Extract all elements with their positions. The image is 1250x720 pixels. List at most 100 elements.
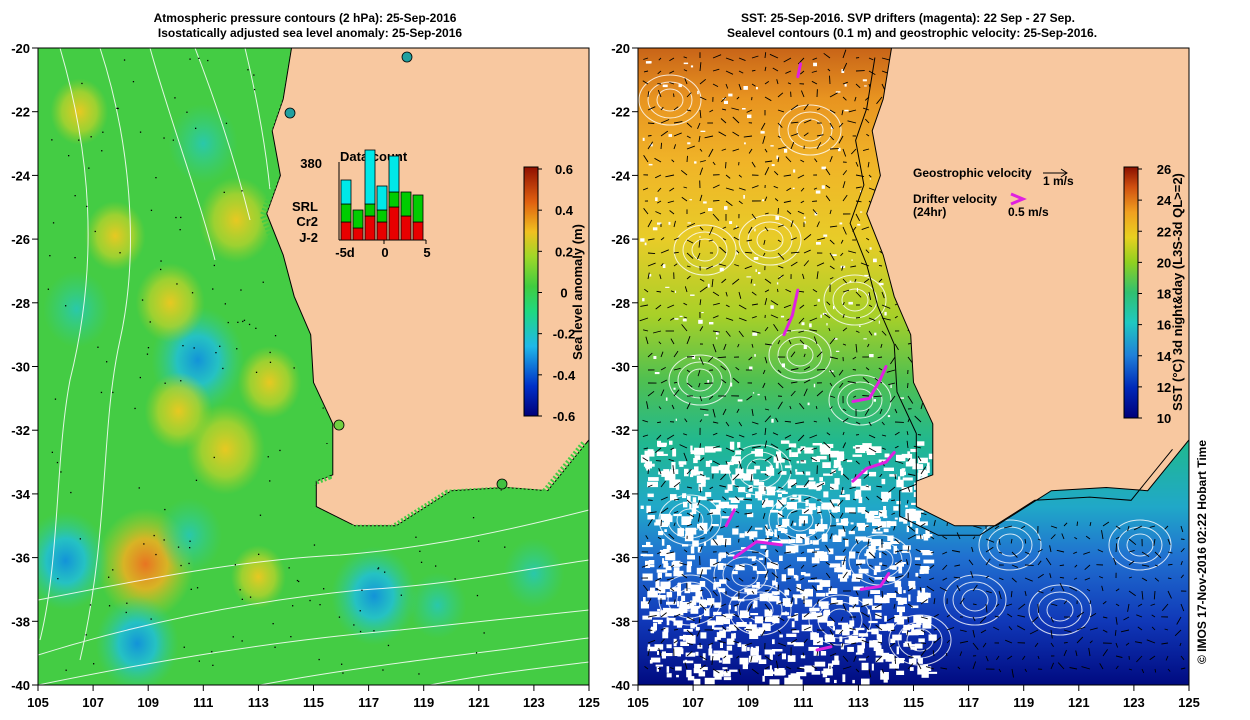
cloud-patch — [714, 602, 722, 608]
velocity-arrow — [699, 655, 707, 661]
sla-track-dot — [81, 82, 83, 85]
sla-anomaly-blob — [144, 372, 213, 451]
cloud-patch — [888, 654, 893, 662]
sealevel-contour — [866, 548, 894, 572]
velocity-arrow — [1115, 616, 1118, 625]
velocity-arrow — [751, 83, 756, 87]
velocity-arrow — [686, 155, 688, 163]
cloud-patch — [645, 61, 651, 64]
velocity-arrow — [972, 661, 977, 670]
velocity-arrow — [669, 187, 675, 192]
cloud-patch — [693, 458, 698, 464]
velocity-arrow — [1037, 573, 1044, 579]
cloud-patch — [848, 301, 853, 305]
cloud-patch — [726, 658, 729, 663]
velocity-arrow — [840, 616, 844, 622]
velocity-arrow — [1167, 668, 1171, 672]
cloud-patch — [808, 646, 820, 651]
velocity-arrow — [643, 447, 649, 450]
velocity-arrow — [852, 498, 857, 501]
cloud-patch — [881, 543, 886, 547]
velocity-arrow — [707, 512, 714, 515]
velocity-arrow — [673, 132, 682, 137]
velocity-arrow — [686, 629, 694, 637]
velocity-arrow — [894, 473, 897, 480]
cloud-patch — [726, 638, 735, 645]
velocity-arrow — [855, 83, 861, 89]
velocity-arrow — [998, 577, 1004, 581]
velocity-arrow — [803, 379, 811, 384]
velocity-arrow — [725, 330, 731, 337]
cloud-patch — [743, 473, 754, 481]
velocity-arrow — [894, 315, 898, 319]
cloud-patch — [645, 560, 650, 568]
sealevel-contour — [768, 494, 832, 546]
cloud-patch — [689, 533, 693, 538]
cloud-patch — [665, 573, 672, 577]
velocity-arrow — [1037, 549, 1043, 553]
velocity-arrow — [786, 187, 792, 192]
cloud-patch — [816, 524, 828, 530]
velocity-arrow — [1176, 616, 1182, 625]
velocity-arrow — [881, 551, 887, 556]
velocity-arrow — [699, 537, 705, 540]
cloud-patch — [846, 459, 853, 463]
velocity-arrow — [868, 564, 873, 567]
cloud-patch — [834, 478, 840, 485]
velocity-arrow — [932, 650, 935, 657]
velocity-arrow — [825, 168, 831, 176]
cloud-patch — [685, 636, 696, 644]
velocity-arrow — [790, 510, 798, 514]
velocity-arrow — [867, 161, 870, 168]
sealevel-contour — [731, 563, 759, 587]
cloud-patch — [820, 601, 829, 609]
velocity-arrow — [725, 57, 734, 62]
velocity-arrow — [764, 655, 772, 661]
cloud-patch — [789, 449, 792, 458]
sla-track-dot — [222, 367, 224, 370]
velocity-arrow — [1034, 642, 1039, 648]
cloud-patch — [672, 608, 684, 616]
cloud-patch — [838, 147, 841, 152]
velocity-arrow — [762, 135, 766, 144]
velocity-arrow — [751, 408, 754, 416]
sla-track-dot — [236, 348, 238, 350]
inset-bars — [340, 149, 424, 241]
cloud-patch — [839, 495, 847, 498]
cloud-patch — [690, 294, 695, 296]
velocity-arrow — [985, 655, 989, 662]
velocity-arrow — [842, 548, 846, 553]
velocity-arrow — [657, 421, 662, 424]
cloud-patch — [650, 657, 661, 663]
cloud-patch — [781, 491, 788, 494]
cloud-patch — [640, 601, 649, 609]
cloud-patch — [715, 331, 719, 335]
shelf-break-line — [849, 57, 1173, 536]
velocity-arrow — [732, 278, 740, 285]
cloud-patch — [704, 446, 716, 453]
cloud-patch — [893, 506, 899, 511]
sla-track-dot — [293, 367, 295, 369]
velocity-arrow — [906, 499, 909, 504]
cloud-patch — [851, 259, 853, 261]
cloud-patch — [804, 447, 814, 454]
cloud-patch — [810, 632, 817, 640]
cloud-patch — [687, 142, 691, 145]
velocity-arrow — [816, 221, 820, 228]
velocity-arrow — [712, 54, 722, 59]
cloud-patch — [906, 525, 909, 533]
cloud-patch — [669, 478, 675, 484]
velocity-arrow — [699, 226, 704, 231]
cloud-patch — [717, 539, 725, 542]
velocity-arrow — [855, 213, 860, 222]
cloud-patch — [669, 479, 680, 488]
velocity-arrow — [852, 603, 857, 609]
velocity-arrow — [1050, 629, 1053, 639]
cloud-patch — [709, 558, 717, 567]
velocity-arrow — [1154, 551, 1162, 559]
velocity-arrow — [775, 549, 779, 553]
cloud-patch — [816, 242, 821, 245]
velocity-arrow — [647, 122, 655, 124]
velocity-arrow — [764, 278, 772, 284]
velocity-arrow — [647, 649, 650, 657]
